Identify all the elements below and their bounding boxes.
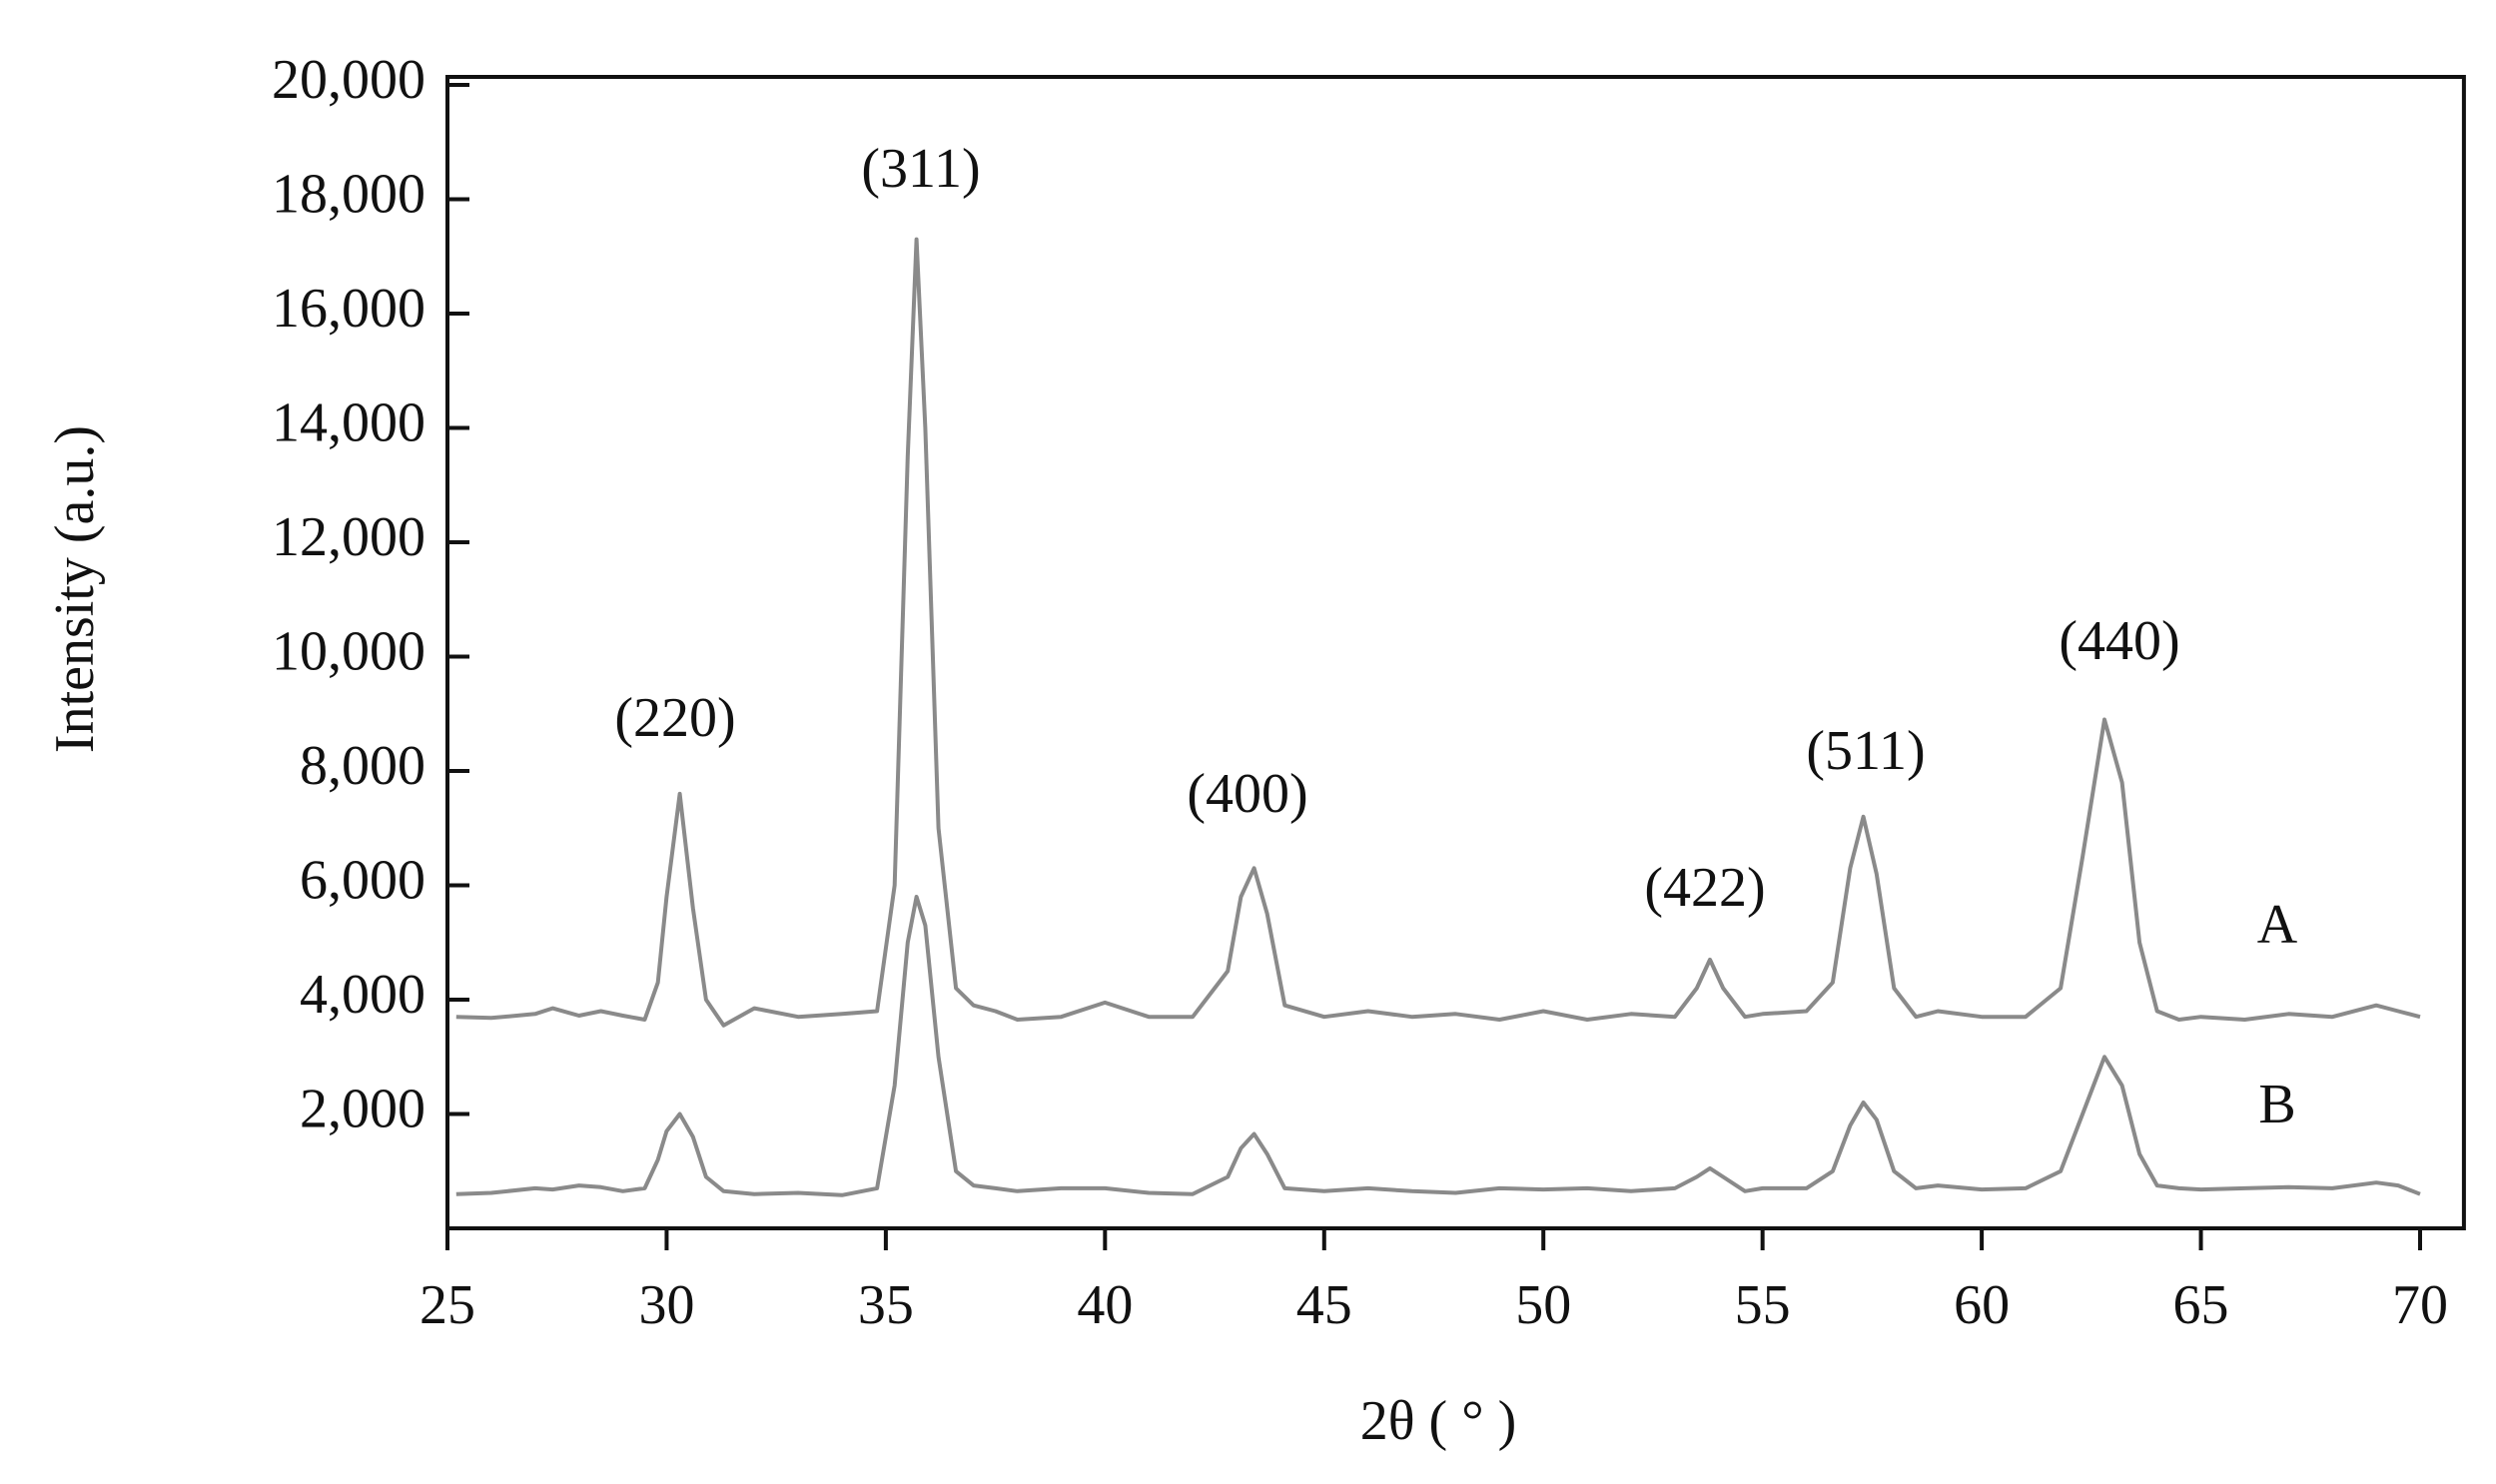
x-tick-label: 35 [858,1274,914,1336]
y-axis-label: Intensity (a.u.) [44,425,106,753]
y-tick-label: 4,000 [300,964,425,1026]
y-tick-label: 2,000 [300,1078,425,1139]
peak-label: (311) [861,138,980,200]
series-label: A [2257,894,2298,956]
x-tick-label: 50 [1515,1274,1571,1336]
x-tick-label: 25 [419,1274,475,1336]
series-line [455,237,2421,1028]
y-tick-label: 6,000 [300,849,425,911]
x-tick-label: 55 [1735,1274,1791,1336]
y-tick-label: 10,000 [272,620,425,682]
x-tick-label: 65 [2173,1274,2229,1336]
x-tick-label: 70 [2392,1274,2448,1336]
y-tick-label: 12,000 [272,506,425,568]
x-axis-label: 2θ ( ° ) [1360,1390,1517,1452]
peak-label: (440) [2059,610,2179,672]
x-tick-label: 30 [638,1274,694,1336]
plot-frame [445,75,2466,1230]
series-line [455,895,2421,1197]
x-tick-label: 60 [1954,1274,2010,1336]
peak-label: (422) [1644,857,1765,919]
peak-label: (511) [1806,720,1925,782]
series-label: B [2258,1074,2295,1135]
x-tick-label: 40 [1077,1274,1133,1336]
y-tick-label: 20,000 [272,49,425,111]
peak-label: (220) [614,687,735,749]
y-tick-label: 8,000 [300,735,425,797]
peak-label: (400) [1187,763,1307,825]
y-tick-label: 14,000 [272,391,425,453]
y-tick-label: 18,000 [272,163,425,225]
y-tick-label: 16,000 [272,278,425,340]
x-tick-label: 45 [1296,1274,1352,1336]
